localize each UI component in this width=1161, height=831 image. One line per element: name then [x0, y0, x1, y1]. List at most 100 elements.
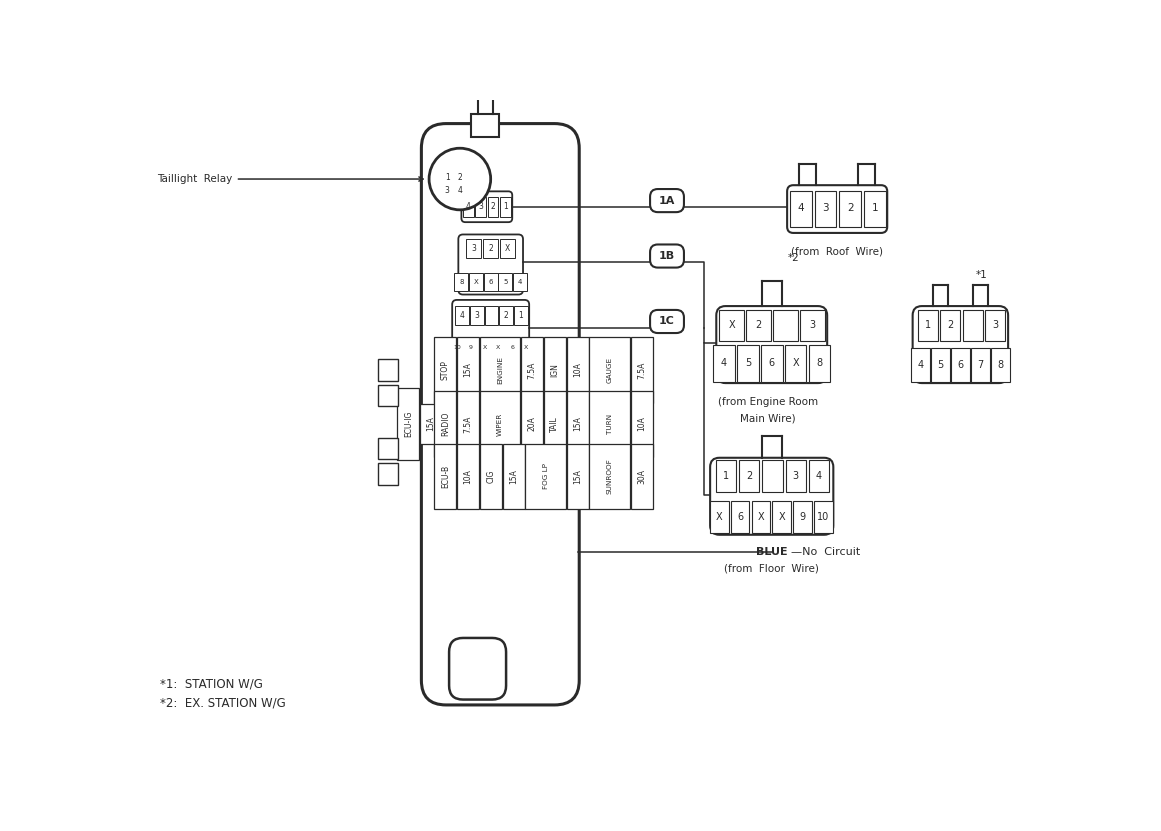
Text: 2: 2 [756, 320, 762, 331]
Bar [464, 338, 477, 356]
FancyBboxPatch shape [459, 234, 522, 294]
Bar [484, 273, 498, 292]
Text: 15A: 15A [574, 469, 582, 484]
Bar [962, 310, 982, 341]
Text: (from  Floor  Wire): (from Floor Wire) [724, 563, 820, 573]
Text: X: X [505, 243, 510, 253]
Bar [567, 444, 589, 509]
Bar [737, 345, 758, 381]
Text: 3: 3 [471, 243, 476, 253]
Text: 4: 4 [798, 204, 805, 214]
Bar [713, 345, 735, 381]
Bar [940, 310, 960, 341]
Text: 7: 7 [978, 360, 983, 370]
Text: FOG LP: FOG LP [542, 463, 549, 489]
Bar [506, 338, 519, 356]
Bar [520, 338, 532, 356]
Bar [918, 310, 938, 341]
Bar [809, 460, 829, 493]
Text: 20A: 20A [528, 416, 536, 431]
Text: 6: 6 [489, 279, 493, 285]
Text: *1:  STATION W/G: *1: STATION W/G [159, 677, 262, 691]
Bar [991, 347, 1010, 381]
Bar [479, 444, 502, 509]
Text: 5: 5 [937, 360, 944, 370]
Text: Taillight  Relay: Taillight Relay [158, 174, 423, 184]
Bar [630, 337, 652, 403]
Bar [492, 338, 505, 356]
Text: X: X [496, 345, 500, 350]
Text: 6: 6 [511, 345, 514, 350]
Bar [513, 273, 527, 292]
Bar [864, 191, 886, 227]
Bar [498, 273, 512, 292]
FancyBboxPatch shape [650, 189, 684, 212]
Text: 8: 8 [816, 358, 822, 368]
Bar [747, 310, 771, 341]
Bar [521, 337, 543, 403]
Bar [525, 444, 565, 509]
Bar [630, 444, 652, 509]
Bar [434, 337, 456, 403]
Bar [378, 359, 398, 381]
Bar [720, 310, 744, 341]
Bar [378, 463, 398, 484]
Bar [630, 391, 652, 456]
Bar [567, 391, 589, 456]
Bar [911, 347, 930, 381]
FancyBboxPatch shape [650, 310, 684, 333]
Text: 8: 8 [997, 360, 1003, 370]
Text: 7.5A: 7.5A [637, 361, 647, 379]
Bar [503, 444, 525, 509]
Text: 5: 5 [744, 358, 751, 368]
Text: 2: 2 [947, 320, 953, 331]
Text: 2: 2 [457, 173, 462, 182]
Text: 10: 10 [817, 512, 829, 522]
Bar [751, 501, 770, 534]
Text: 4: 4 [460, 311, 464, 320]
Text: 2: 2 [491, 202, 496, 211]
Text: X: X [728, 320, 735, 331]
Text: WIPER: WIPER [497, 412, 503, 435]
Bar [791, 191, 812, 227]
Text: IGN: IGN [550, 363, 560, 377]
Text: 5: 5 [503, 279, 507, 285]
Bar [478, 338, 491, 356]
Bar [567, 337, 589, 403]
Text: 10A: 10A [574, 362, 582, 377]
Text: 2: 2 [504, 311, 509, 320]
FancyBboxPatch shape [650, 244, 684, 268]
Bar [590, 337, 630, 403]
Text: 15A: 15A [574, 416, 582, 431]
Text: 3: 3 [475, 311, 479, 320]
Text: 2: 2 [489, 243, 493, 253]
Bar [740, 460, 759, 493]
Text: —No  Circuit: —No Circuit [791, 547, 860, 557]
Bar [475, 197, 486, 217]
Text: 3: 3 [445, 186, 449, 195]
Bar [760, 345, 783, 381]
Text: 1B: 1B [659, 251, 675, 261]
Bar [545, 391, 565, 456]
Text: (from Engine Room: (from Engine Room [717, 396, 819, 406]
Bar [839, 191, 861, 227]
Text: 30A: 30A [637, 469, 647, 484]
Text: RADIO: RADIO [441, 411, 450, 436]
Text: 4: 4 [721, 358, 727, 368]
FancyBboxPatch shape [711, 458, 834, 535]
Text: 4: 4 [518, 279, 522, 285]
Bar [483, 239, 498, 258]
Text: X: X [778, 512, 785, 522]
Text: 4: 4 [466, 202, 470, 211]
Text: 8: 8 [459, 279, 463, 285]
Bar [454, 273, 468, 292]
Text: ECU-B: ECU-B [441, 465, 450, 488]
Text: 1A: 1A [658, 195, 676, 205]
Text: SUNROOF: SUNROOF [607, 459, 613, 494]
FancyBboxPatch shape [913, 306, 1008, 383]
Text: 1: 1 [503, 202, 507, 211]
Text: *2:  EX. STATION W/G: *2: EX. STATION W/G [159, 696, 286, 709]
Bar [985, 310, 1005, 341]
Text: 1: 1 [445, 173, 449, 182]
Text: 10A: 10A [637, 416, 647, 431]
